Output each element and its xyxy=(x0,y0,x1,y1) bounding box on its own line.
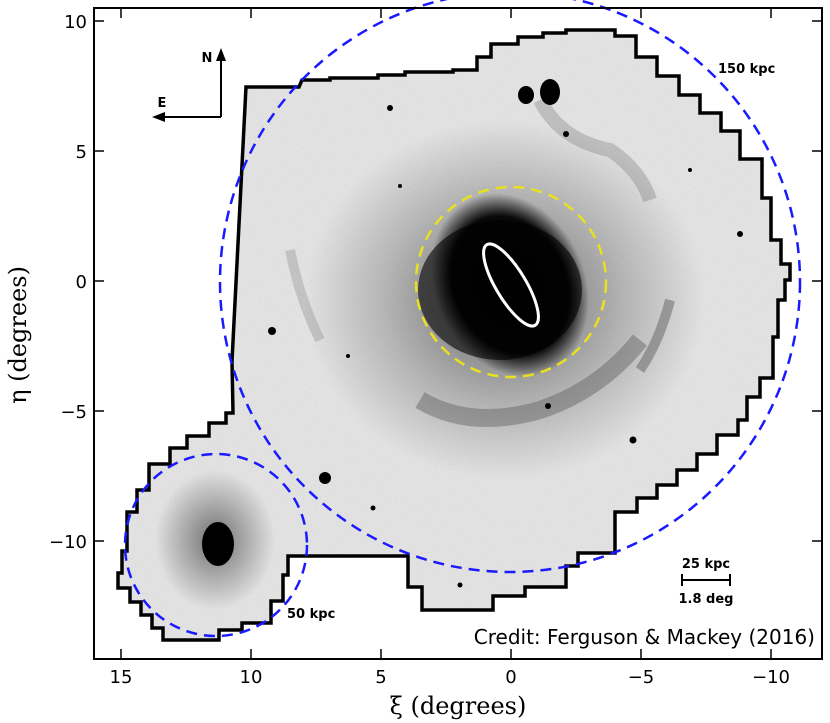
outer-circle-label: 150 kpc xyxy=(718,62,775,77)
scale-bar: 25 kpc 1.8 deg xyxy=(679,557,734,607)
survey-boundary xyxy=(116,28,792,642)
credit-text: Credit: Ferguson & Mackey (2016) xyxy=(474,625,815,649)
compass-north-label: N xyxy=(202,51,213,66)
x-tick-label: −5 xyxy=(628,667,655,688)
x-tick-label: 15 xyxy=(110,667,133,688)
x-axis-ticks xyxy=(120,8,772,659)
compass-east-label: E xyxy=(158,96,167,111)
outer-circle-150kpc xyxy=(218,0,802,574)
inner-circle-50kpc xyxy=(123,452,309,638)
disk-boundary-circle xyxy=(414,185,608,379)
y-axis-title: η (degrees) xyxy=(4,266,32,404)
y-tick-label: −5 xyxy=(60,402,87,423)
x-tick-label: 0 xyxy=(505,667,516,688)
y-tick-label: 10 xyxy=(64,12,87,33)
x-tick-label: −10 xyxy=(752,667,790,688)
x-axis-title: ξ (degrees) xyxy=(390,692,527,720)
compass: N E xyxy=(152,48,226,122)
x-tick-label: 5 xyxy=(375,667,386,688)
x-tick-label: 10 xyxy=(240,667,263,688)
y-tick-label: 0 xyxy=(76,272,87,293)
scale-bar-top-label: 25 kpc xyxy=(682,557,730,572)
inner-circle-label: 50 kpc xyxy=(287,607,335,622)
y-tick-label: −10 xyxy=(49,532,87,553)
scale-bar-bottom-label: 1.8 deg xyxy=(679,592,734,607)
axes-frame xyxy=(93,7,823,660)
y-axis-ticks xyxy=(94,20,822,542)
y-tick-label: 5 xyxy=(76,142,87,163)
disk-ellipse xyxy=(482,242,540,328)
